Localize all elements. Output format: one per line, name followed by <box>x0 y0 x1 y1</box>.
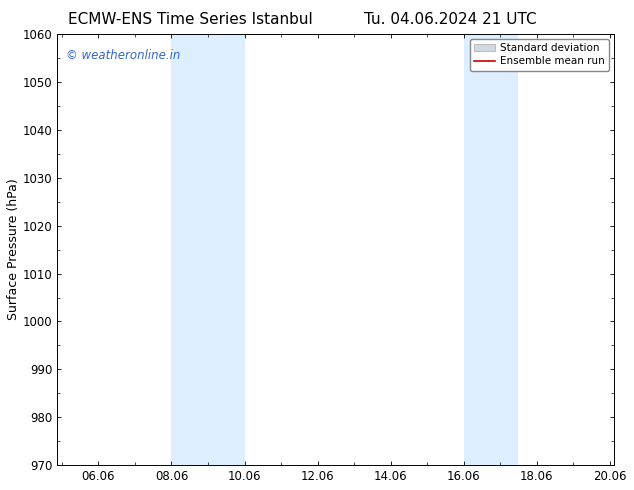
Legend: Standard deviation, Ensemble mean run: Standard deviation, Ensemble mean run <box>470 39 609 71</box>
Text: Tu. 04.06.2024 21 UTC: Tu. 04.06.2024 21 UTC <box>364 12 536 27</box>
Bar <box>463 34 519 465</box>
Text: ECMW-ENS Time Series Istanbul: ECMW-ENS Time Series Istanbul <box>68 12 313 27</box>
Bar <box>171 34 245 465</box>
Text: © weatheronline.in: © weatheronline.in <box>66 49 180 62</box>
Y-axis label: Surface Pressure (hPa): Surface Pressure (hPa) <box>7 179 20 320</box>
